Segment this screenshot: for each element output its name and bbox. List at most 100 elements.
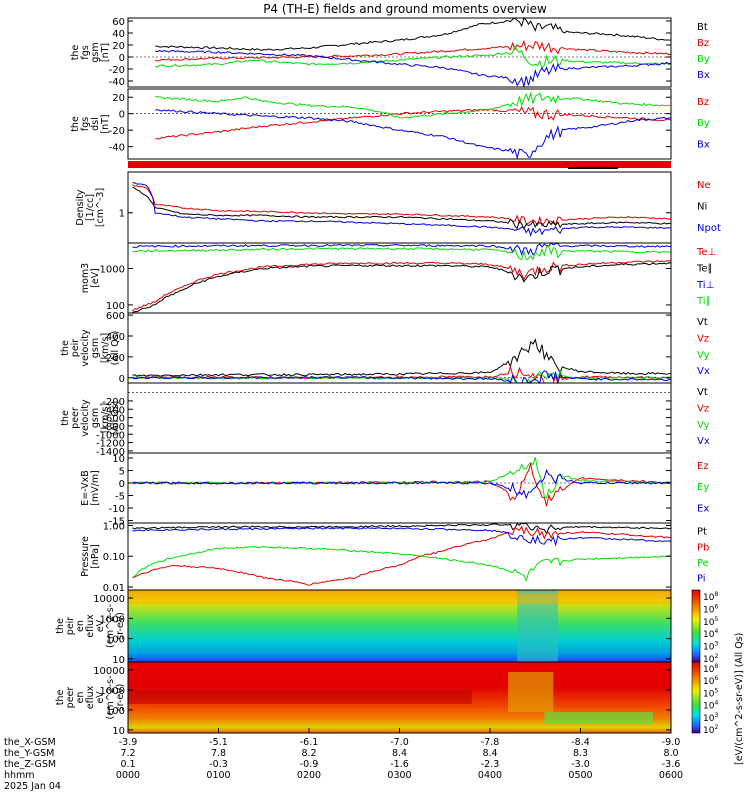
colorbar-tick: 108 (703, 591, 718, 603)
series-Bz-line (155, 106, 672, 140)
y-axis-label: the peir en eflux eV (cm^2-s-sr-eV) (55, 604, 126, 648)
legend-Bz: Bz (697, 97, 709, 108)
y-label-line: eflux (85, 614, 96, 638)
x-row-value: -8.4 (571, 737, 590, 748)
legend-Pe: Pe (697, 558, 709, 569)
series-Pi-line (132, 527, 672, 547)
mode-bar (128, 161, 671, 168)
x-row-value: 8.4 (482, 748, 497, 759)
legend-By: By (697, 118, 710, 129)
panel-e_field: 10 50 -5-10 -15 E=-VxB [mV/m] Ez Ey Ex (80, 452, 709, 528)
y-label-line: eV (95, 691, 106, 704)
y-label-line: the (70, 45, 81, 61)
y-label-line: fgs (80, 45, 91, 59)
legend-Pt: Pt (697, 527, 707, 538)
y-tick-label: -10 (109, 504, 125, 515)
y-tick-label: -20 (109, 126, 125, 137)
legend-Bx: Bx (697, 139, 710, 150)
series-Vt-line (132, 338, 672, 377)
y-label-line: [nT] (100, 43, 111, 62)
x-row-label: the_Y-GSM (4, 748, 54, 759)
y-label-line: [mV/m] (90, 470, 101, 506)
series-Bz-line (155, 39, 672, 62)
y-tick-label: 0 (119, 374, 125, 385)
y-label-line: the (60, 340, 71, 356)
legend-Vt: Vt (697, 317, 708, 328)
y-label-line: [km/s] (100, 403, 111, 433)
x-row-value: 0300 (387, 770, 411, 781)
y-label-line: [eV] (90, 268, 101, 288)
y-tick-label: 600 (106, 311, 125, 322)
series-Pt-line (132, 522, 672, 535)
colorbar-tick: 103 (703, 641, 718, 653)
spectrogram-core (128, 690, 472, 704)
y-label-line: velocity (80, 329, 91, 367)
y-label-line: eV (95, 619, 106, 632)
x-row-value: 8.2 (301, 748, 316, 759)
x-row-value: 0600 (659, 770, 683, 781)
y-tick-label: 5 (119, 467, 125, 478)
colorbar-tick: 105 (703, 687, 718, 699)
y-label-line: velocity (80, 399, 91, 437)
colorbar-tick: 108 (703, 663, 718, 675)
x-row-value: 0100 (206, 770, 230, 781)
y-label-line: [1/cc] (85, 194, 96, 221)
y-label-line: the (55, 690, 66, 706)
panel-frame (127, 452, 672, 524)
y-tick-label: 40 (112, 29, 125, 40)
colorbar-tick: 105 (703, 616, 718, 628)
figure-title: P4 (TH-E) fields and ground moments over… (263, 2, 547, 16)
legend-Vt: Vt (697, 387, 708, 398)
series-Ex-line (132, 468, 672, 500)
series-Pb-line (132, 525, 672, 586)
series-By-line (155, 45, 672, 70)
legend-Ez: Ez (697, 461, 709, 472)
y-label-line: gsm (90, 42, 101, 62)
spectrogram-feature (508, 672, 554, 712)
y-label-line: (All Qs) (110, 401, 121, 436)
y-tick-label: -40 (109, 143, 125, 154)
panel-peir_velocity: 600 400 200 0 the peir velocity gsm [km/s] (All Q… (60, 311, 710, 385)
legend-Vz: Vz (697, 333, 709, 344)
colorbar-tick: 106 (703, 603, 718, 615)
y-label-line: en (75, 620, 86, 632)
legend-By: By (697, 54, 710, 65)
y-axis-label: E=-VxB [mV/m] (80, 470, 101, 506)
y-tick-label: 400 (106, 332, 125, 343)
y-tick-label: 100 (106, 301, 125, 312)
x-row-value: 0.1 (120, 759, 135, 770)
y-tick-label: -5 (115, 492, 125, 503)
series-Ne-line (132, 184, 672, 227)
x-row-value: -5.1 (209, 737, 228, 748)
series-Bx-line (155, 49, 672, 87)
y-axis-label: Pressure [nPa] (80, 536, 101, 577)
spectrogram-band (128, 594, 671, 604)
y-tick-label: 60 (112, 17, 125, 28)
series-By-line (155, 91, 672, 119)
y-tick-label: -800 (102, 422, 125, 433)
legend-Vy: Vy (697, 350, 710, 361)
series-Te⊥-line (132, 260, 672, 312)
y-label-line: eflux (85, 685, 96, 709)
y-label-line: gsm (90, 338, 101, 358)
y-tick-label: 200 (106, 353, 125, 364)
legend-Vz: Vz (697, 403, 709, 414)
x-row-label: the_X-GSM (4, 737, 56, 748)
colorbar-peir_spectrogram (691, 589, 701, 663)
x-row-value: -3.0 (571, 759, 590, 770)
y-tick-label: -600 (102, 414, 125, 425)
y-tick-label: -40 (109, 77, 125, 88)
y-label-line: fgs (80, 117, 91, 131)
y-label-line: [nPa] (90, 544, 101, 569)
y-axis-label: mom3 [eV] (80, 263, 101, 293)
y-tick-label: 10 (112, 454, 125, 465)
legend-Ex: Ex (697, 503, 709, 514)
series-Ti⊥-line (132, 242, 672, 257)
series-Vx-line (132, 370, 672, 385)
y-tick-label: 100 (106, 706, 125, 717)
y-tick-label: -1000 (96, 430, 125, 441)
x-row-value: -2.3 (481, 759, 500, 770)
